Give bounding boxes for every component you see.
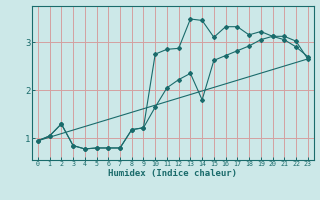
X-axis label: Humidex (Indice chaleur): Humidex (Indice chaleur) [108, 169, 237, 178]
